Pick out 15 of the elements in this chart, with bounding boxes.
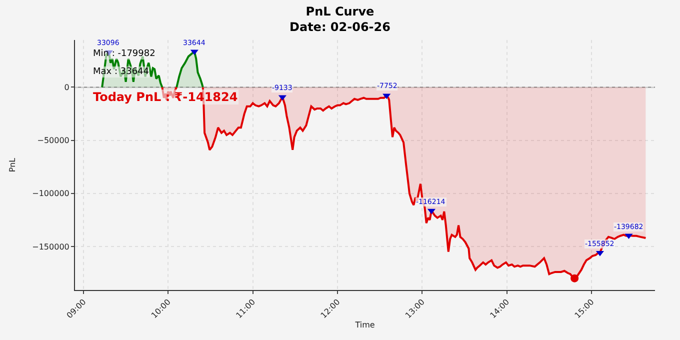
annotation: Min : -179982	[93, 49, 156, 59]
point	[624, 234, 633, 240]
y-tick-label: −100000	[32, 189, 70, 198]
chart-subtitle: Date: 02-06-26	[290, 20, 390, 34]
y-tick-label: 0	[64, 83, 70, 92]
chart-title: PnL Curve	[306, 4, 374, 18]
point	[596, 250, 604, 256]
annotation: Today PnL : ₹-141824	[93, 90, 238, 104]
y-tick-label: −50000	[37, 136, 70, 146]
point	[570, 274, 579, 282]
x-axis-title: Time	[354, 320, 375, 330]
y-axis-title: PnL	[8, 157, 17, 172]
annotation: Max : 33644	[93, 67, 150, 77]
y-tick-label: −150000	[32, 242, 70, 252]
point	[190, 50, 198, 56]
